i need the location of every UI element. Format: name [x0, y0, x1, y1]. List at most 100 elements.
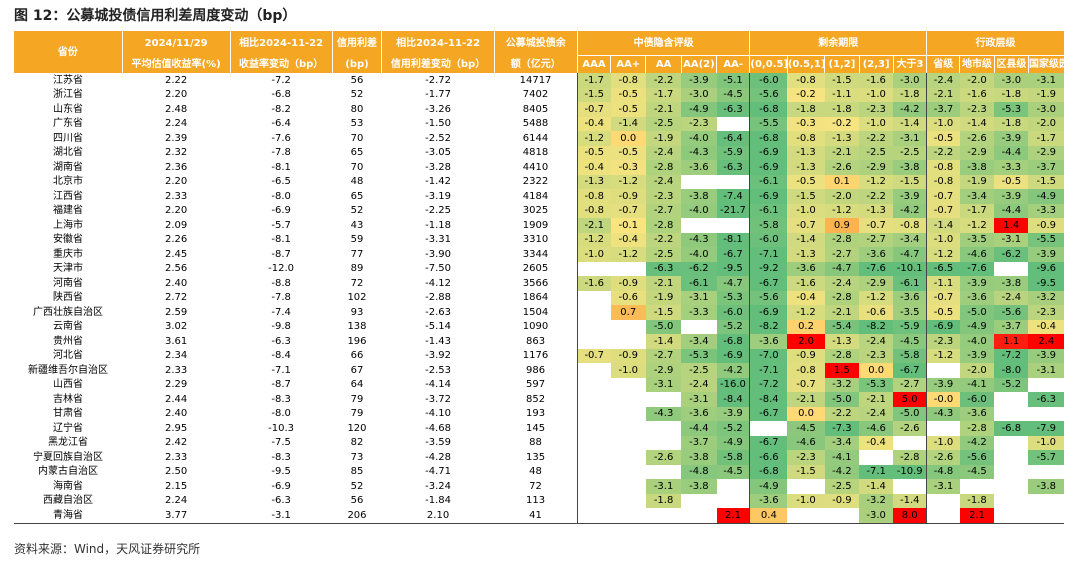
rating-cell [681, 320, 716, 335]
rating-cell: -6.3 [716, 160, 750, 175]
spread-cell: 52 [350, 205, 364, 217]
term-cell: -4.2 [893, 102, 927, 117]
term-cell: -4.2 [824, 464, 860, 479]
rating-cell [681, 508, 717, 524]
yield-cell: 2.20 [165, 89, 188, 101]
header-rating-aa: AA [645, 55, 682, 73]
level-cell: -5.3 [994, 102, 1029, 117]
level-cell: -1.4 [959, 116, 995, 131]
table-row: 陕西省 2.72 -7.8 102 -2.88 1864 -0.6 -1.9 -3.1 -5.3-… [14, 290, 1064, 305]
yield-cell: 2.24 [165, 118, 188, 130]
level-cell: -0.9 [1028, 218, 1064, 233]
rating-cell: -5.3 [681, 348, 717, 363]
rating-cell: -21.7 [716, 203, 750, 218]
term-cell: -2.4 [859, 334, 894, 349]
spread-cell: 70 [350, 132, 364, 144]
yield-cell: 2.40 [165, 408, 188, 420]
term-cell: 0.1 [824, 174, 860, 189]
level-cell: -3.2 [1028, 290, 1064, 305]
rating-cell: -6.0 [716, 305, 750, 320]
term-cell: -0.9 [787, 348, 825, 363]
level-cell [926, 421, 960, 436]
yield-change-cell: -9.5 [271, 466, 291, 478]
rating-cell: -0.8 [576, 189, 611, 204]
table-row: 福建省 2.20 -6.9 52 -2.25 3025 -0.8 -0.7 -2.7 -4.0 -2… [14, 203, 1064, 218]
spread-cell: 52 [350, 89, 364, 101]
table-row: 四川省 2.39 -7.6 70 -2.52 6144 -1.2 0.0 -1.9 -4.0 -6.… [14, 131, 1064, 146]
yield-change-cell: -7.8 [271, 292, 291, 304]
term-cell: -2.5 [824, 479, 860, 494]
term-cell: -4.2 [893, 203, 927, 218]
spread-change-cell: -3.90 [425, 248, 451, 260]
spread-change-cell: -4.71 [425, 466, 451, 478]
level-cell: -3.9 [959, 276, 995, 291]
yield-cell: 2.20 [165, 176, 188, 188]
level-cell: -1.2 [926, 348, 960, 363]
term-cell: -3.6 [749, 334, 788, 349]
term-cell: -4.6 [787, 435, 825, 450]
level-cell: -5.2 [994, 377, 1029, 392]
level-cell: -4.4 [994, 203, 1029, 218]
term-cell: 8.0 [893, 508, 927, 524]
table-row: 海南省 2.15 -6.9 52 -3.24 72 -3.1 -3.8 -4.9 -2.5 -1.4… [14, 479, 1064, 494]
level-cell: -7.2 [994, 348, 1029, 363]
spread-change-cell: -1.84 [425, 495, 451, 507]
term-cell: -2.8 [893, 450, 927, 465]
yield-cell: 2.48 [165, 103, 188, 115]
rating-cell [646, 392, 681, 407]
province-cell: 黑龙江省 [48, 437, 89, 449]
yield-change-cell: -9.8 [271, 321, 291, 333]
term-cell: -1.8 [893, 87, 927, 102]
rating-cell: -5.2 [716, 319, 750, 334]
term-cell: -1.2 [787, 305, 825, 320]
rating-cell [611, 465, 646, 480]
header-spread-top: 信用利差 [331, 31, 382, 56]
term-cell: -1.4 [893, 116, 927, 131]
term-cell: -1.8 [787, 102, 825, 117]
yield-change-cell: -8.2 [271, 103, 291, 115]
rating-cell: -2.8 [645, 218, 682, 233]
spread-cell: 52 [350, 480, 364, 492]
rating-cell [646, 436, 681, 451]
rating-cell: -4.3 [645, 406, 682, 421]
yield-change-cell: -8.1 [271, 161, 291, 173]
term-cell: -2.6 [824, 160, 860, 175]
rating-cell [611, 494, 646, 509]
term-cell: -8.2 [859, 319, 894, 334]
table-row: 安徽省 2.26 -8.1 59 -3.31 3310 -1.2 -0.4 -2.2 -4.3 -8… [14, 232, 1064, 247]
level-cell: -4.6 [959, 247, 995, 262]
balance-cell: 3025 [522, 205, 549, 217]
rating-cell: -6.8 [716, 334, 750, 349]
level-cell: -0.7 [926, 203, 960, 218]
term-cell: -6.8 [749, 102, 788, 117]
term-cell: -3.9 [893, 189, 927, 204]
balance-cell: 6144 [522, 132, 549, 144]
level-cell: -1.7 [1028, 131, 1064, 146]
term-cell: -5.0 [893, 406, 927, 421]
spread-cell: 89 [350, 263, 364, 275]
balance-cell: 88 [529, 437, 542, 449]
rating-cell: -4.5 [716, 87, 750, 102]
term-cell: -9.2 [749, 261, 788, 276]
spread-change-cell: -2.72 [425, 74, 451, 86]
term-cell: -3.2 [824, 377, 860, 392]
term-cell: -2.5 [893, 145, 927, 160]
term-cell: -1.3 [787, 247, 825, 262]
table-row: 吉林省 2.44 -8.3 79 -3.72 852 -3.1 -8.4 -8.4 -2.1 -5.… [14, 392, 1064, 407]
term-cell: -2.7 [893, 377, 927, 392]
table-body: 江苏省 2.22 -7.2 56 -2.72 14717 -1.7 -0.8 -2.2 -3.9-… [14, 73, 1064, 524]
spread-cell: 64 [350, 379, 364, 391]
header-level-city: 地市级 [959, 55, 995, 73]
term-cell: -0.3 [787, 116, 825, 131]
term-cell: -3.0 [859, 508, 894, 524]
term-cell: -5.0 [824, 392, 860, 407]
spread-change-cell: -1.43 [425, 335, 451, 347]
rating-cell: -2.1 [645, 102, 682, 117]
term-cell: -3.5 [893, 305, 927, 320]
level-cell: -2.0 [959, 363, 995, 378]
level-cell [1028, 494, 1064, 509]
spread-cell: 65 [350, 190, 364, 202]
term-cell: -2.6 [893, 421, 927, 436]
spread-change-cell: -4.12 [425, 277, 451, 289]
level-cell: -0.4 [1028, 319, 1064, 334]
